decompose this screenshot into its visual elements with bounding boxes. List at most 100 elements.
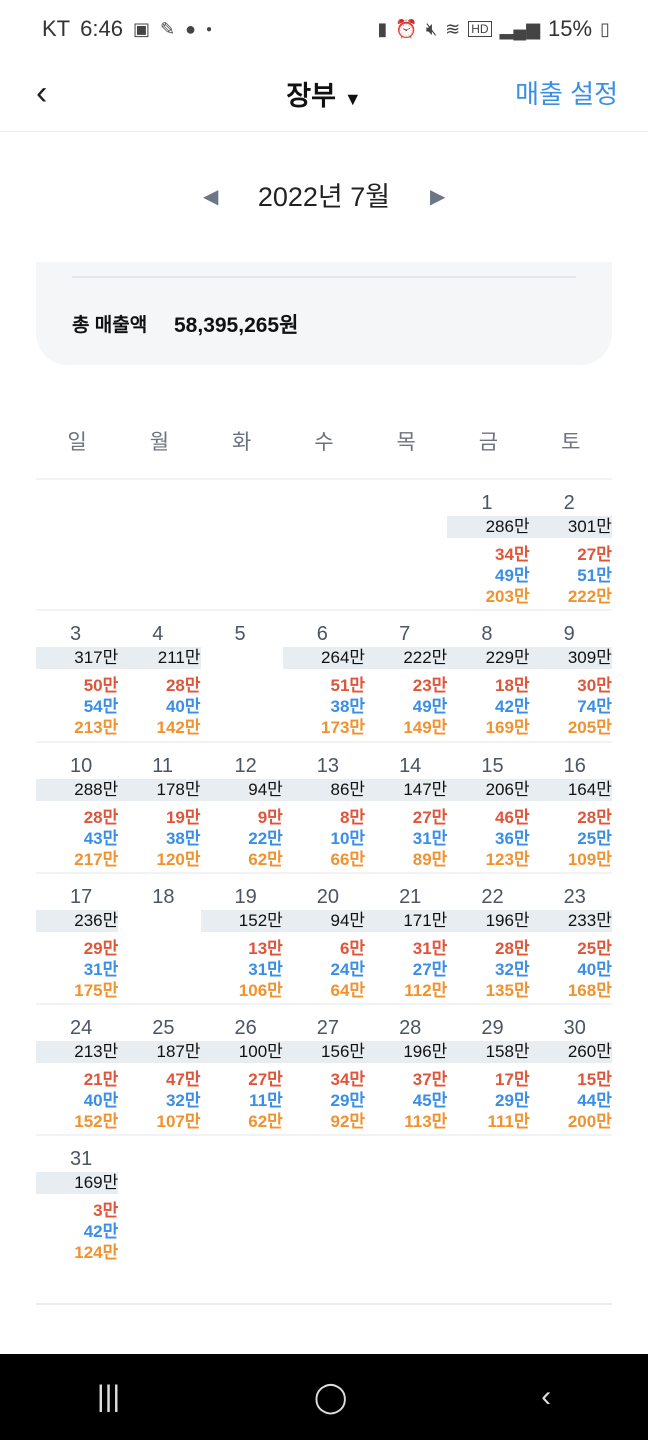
empty-cell [201, 480, 283, 609]
day-value-orange: 135만 [485, 980, 530, 1000]
day-number: 2 [563, 492, 575, 514]
day-cell[interactable]: 18 [118, 874, 200, 1003]
day-total: 196만 [365, 1041, 448, 1064]
day-cell[interactable]: 27 156만 34만 29만 92만 [282, 1005, 366, 1134]
day-cell[interactable]: 10 288만 28만 43만 217만 [36, 743, 119, 872]
battery-icon: ▯ [600, 18, 610, 39]
day-number: 18 [152, 885, 175, 908]
day-cell[interactable]: 7 222만 23만 49만 149만 [365, 611, 448, 740]
day-value-red: 23만 [412, 676, 448, 696]
day-value-red: 34만 [330, 1070, 366, 1090]
day-cell[interactable]: 30 260만 15만 44만 200만 [529, 1005, 612, 1134]
day-cell[interactable]: 31 169만 3만 42만 124만 [36, 1136, 119, 1265]
day-cell[interactable]: 9 309만 30만 74만 205만 [529, 611, 612, 740]
day-cell[interactable]: 11 178만 19만 38만 120만 [118, 743, 201, 872]
day-cell[interactable]: 6 264만 51만 38만 173만 [282, 611, 366, 740]
ledger-dropdown[interactable]: 장부 ▼ [0, 74, 648, 113]
day-value-red: 34만 [495, 545, 530, 564]
day-cell[interactable]: 20 94만 6만 24만 64만 [282, 874, 366, 1003]
app-header: ‹ 장부 ▼ 매출 설정 [0, 58, 648, 132]
home-button[interactable]: ◯ [313, 1380, 348, 1414]
day-value-orange: 112만 [404, 980, 448, 1000]
day-value-blue: 29만 [495, 1091, 530, 1111]
carrier: KT [42, 16, 71, 41]
day-total: 211만 [118, 647, 201, 670]
day-value-orange: 111만 [487, 1112, 530, 1132]
day-number: 15 [481, 754, 504, 777]
day-value-blue: 11만 [249, 1091, 283, 1111]
day-total: 100만 [200, 1041, 283, 1064]
day-total: 301만 [529, 516, 612, 538]
day-cell[interactable]: 13 86만 8만 10만 66만 [282, 743, 366, 872]
day-cell[interactable]: 25 187만 47만 32만 107만 [118, 1005, 201, 1134]
day-cell[interactable]: 21 171만 31만 27만 112만 [365, 874, 448, 1003]
day-value-orange: 92만 [330, 1112, 366, 1132]
day-value-orange: 142만 [156, 718, 201, 738]
day-value-blue: 51만 [577, 566, 612, 585]
day-total: 229만 [447, 647, 530, 670]
day-cell[interactable]: 15 206만 46만 36만 123만 [447, 743, 530, 872]
day-value-blue: 40만 [83, 1091, 119, 1111]
day-total: 156만 [282, 1041, 366, 1064]
back-button[interactable]: ‹ [36, 74, 48, 112]
calendar-week: 17 236만 29만 31만 175만 18 19 152만 13만 31만 106만 20 94만 6… [36, 871, 612, 1003]
day-cell[interactable]: 29 158만 17만 29만 111만 [447, 1005, 530, 1134]
sales-settings-button[interactable]: 매출 설정 [515, 79, 618, 109]
day-value-orange: 66만 [330, 849, 366, 869]
day-value-blue: 40만 [165, 697, 201, 717]
day-cell[interactable]: 3 317만 50만 54만 213만 [36, 611, 119, 740]
day-value-blue: 24만 [330, 959, 366, 979]
day-cell[interactable]: 23 233만 25만 40만 168만 [529, 874, 612, 1003]
day-number: 16 [563, 754, 586, 777]
day-cell[interactable]: 12 94만 9만 22만 62만 [200, 743, 283, 872]
day-cell[interactable]: 17 236만 29만 31만 175만 [36, 874, 119, 1003]
recent-apps-button[interactable]: ||| [96, 1380, 121, 1413]
day-cell[interactable]: 26 100만 27만 11만 62만 [200, 1005, 283, 1134]
day-cell[interactable]: 22 196만 28만 32만 135만 [447, 874, 530, 1003]
day-value-red: 17만 [495, 1070, 530, 1090]
day-total: 94만 [282, 909, 366, 932]
day-number: 12 [234, 754, 257, 777]
day-value-blue: 42만 [495, 697, 530, 717]
day-value-orange: 169만 [485, 718, 530, 738]
prev-month-button[interactable]: ◀ [203, 186, 219, 208]
next-month-button[interactable]: ▶ [430, 186, 446, 208]
day-total: 169만 [36, 1172, 119, 1195]
day-number: 25 [152, 1017, 175, 1040]
day-number: 27 [316, 1017, 340, 1040]
day-value-blue: 42만 [83, 1222, 119, 1242]
day-cell[interactable]: 2 301만 27만 51만 222만 [529, 480, 612, 609]
day-cell[interactable]: 14 147만 27만 31만 89만 [365, 743, 448, 872]
day-value-red: 37만 [412, 1070, 448, 1090]
clock: 6:46 [80, 16, 123, 41]
wifi-icon: ≋ [445, 18, 461, 39]
day-cell[interactable]: 19 152만 13만 31만 106만 [200, 874, 283, 1003]
day-cell[interactable]: 28 196만 37만 45만 113만 [365, 1005, 448, 1134]
day-cell[interactable]: 16 164만 28만 25만 109만 [529, 743, 612, 872]
summary-card: 총 매출액 58,395,265원 [36, 262, 612, 365]
day-value-red: 27만 [248, 1070, 283, 1090]
day-value-blue: 32만 [165, 1091, 201, 1111]
weekday-header: 일 월 화 수 목 금 토 [36, 426, 612, 456]
day-value-blue: 49만 [412, 697, 448, 717]
day-number: 22 [481, 885, 504, 908]
day-value-blue: 45만 [412, 1091, 448, 1111]
day-cell[interactable]: 5 [201, 611, 283, 740]
day-cell[interactable]: 4 211만 28만 40만 142만 [118, 611, 201, 740]
day-value-blue: 29만 [330, 1091, 366, 1111]
day-value-blue: 49만 [495, 566, 530, 585]
day-cell[interactable]: 24 213만 21만 40만 152만 [36, 1005, 119, 1134]
day-cell[interactable]: 1 286만 34만 49만 203만 [447, 480, 530, 609]
day-total: 152만 [200, 909, 283, 932]
system-back-button[interactable]: ‹ [541, 1380, 552, 1413]
signal-icon: ▂▄▆ [499, 18, 541, 39]
system-nav-bar: ||| ◯ ‹ [0, 1354, 648, 1440]
weekday: 일 [67, 431, 87, 454]
day-value-orange: 149만 [403, 718, 448, 738]
day-total: 317만 [36, 647, 119, 670]
day-total: 94만 [200, 778, 283, 801]
day-number: 5 [234, 623, 246, 646]
day-cell[interactable]: 8 229만 18만 42만 169만 [447, 611, 530, 740]
day-value-red: 27만 [412, 807, 448, 827]
day-number: 14 [399, 754, 422, 777]
